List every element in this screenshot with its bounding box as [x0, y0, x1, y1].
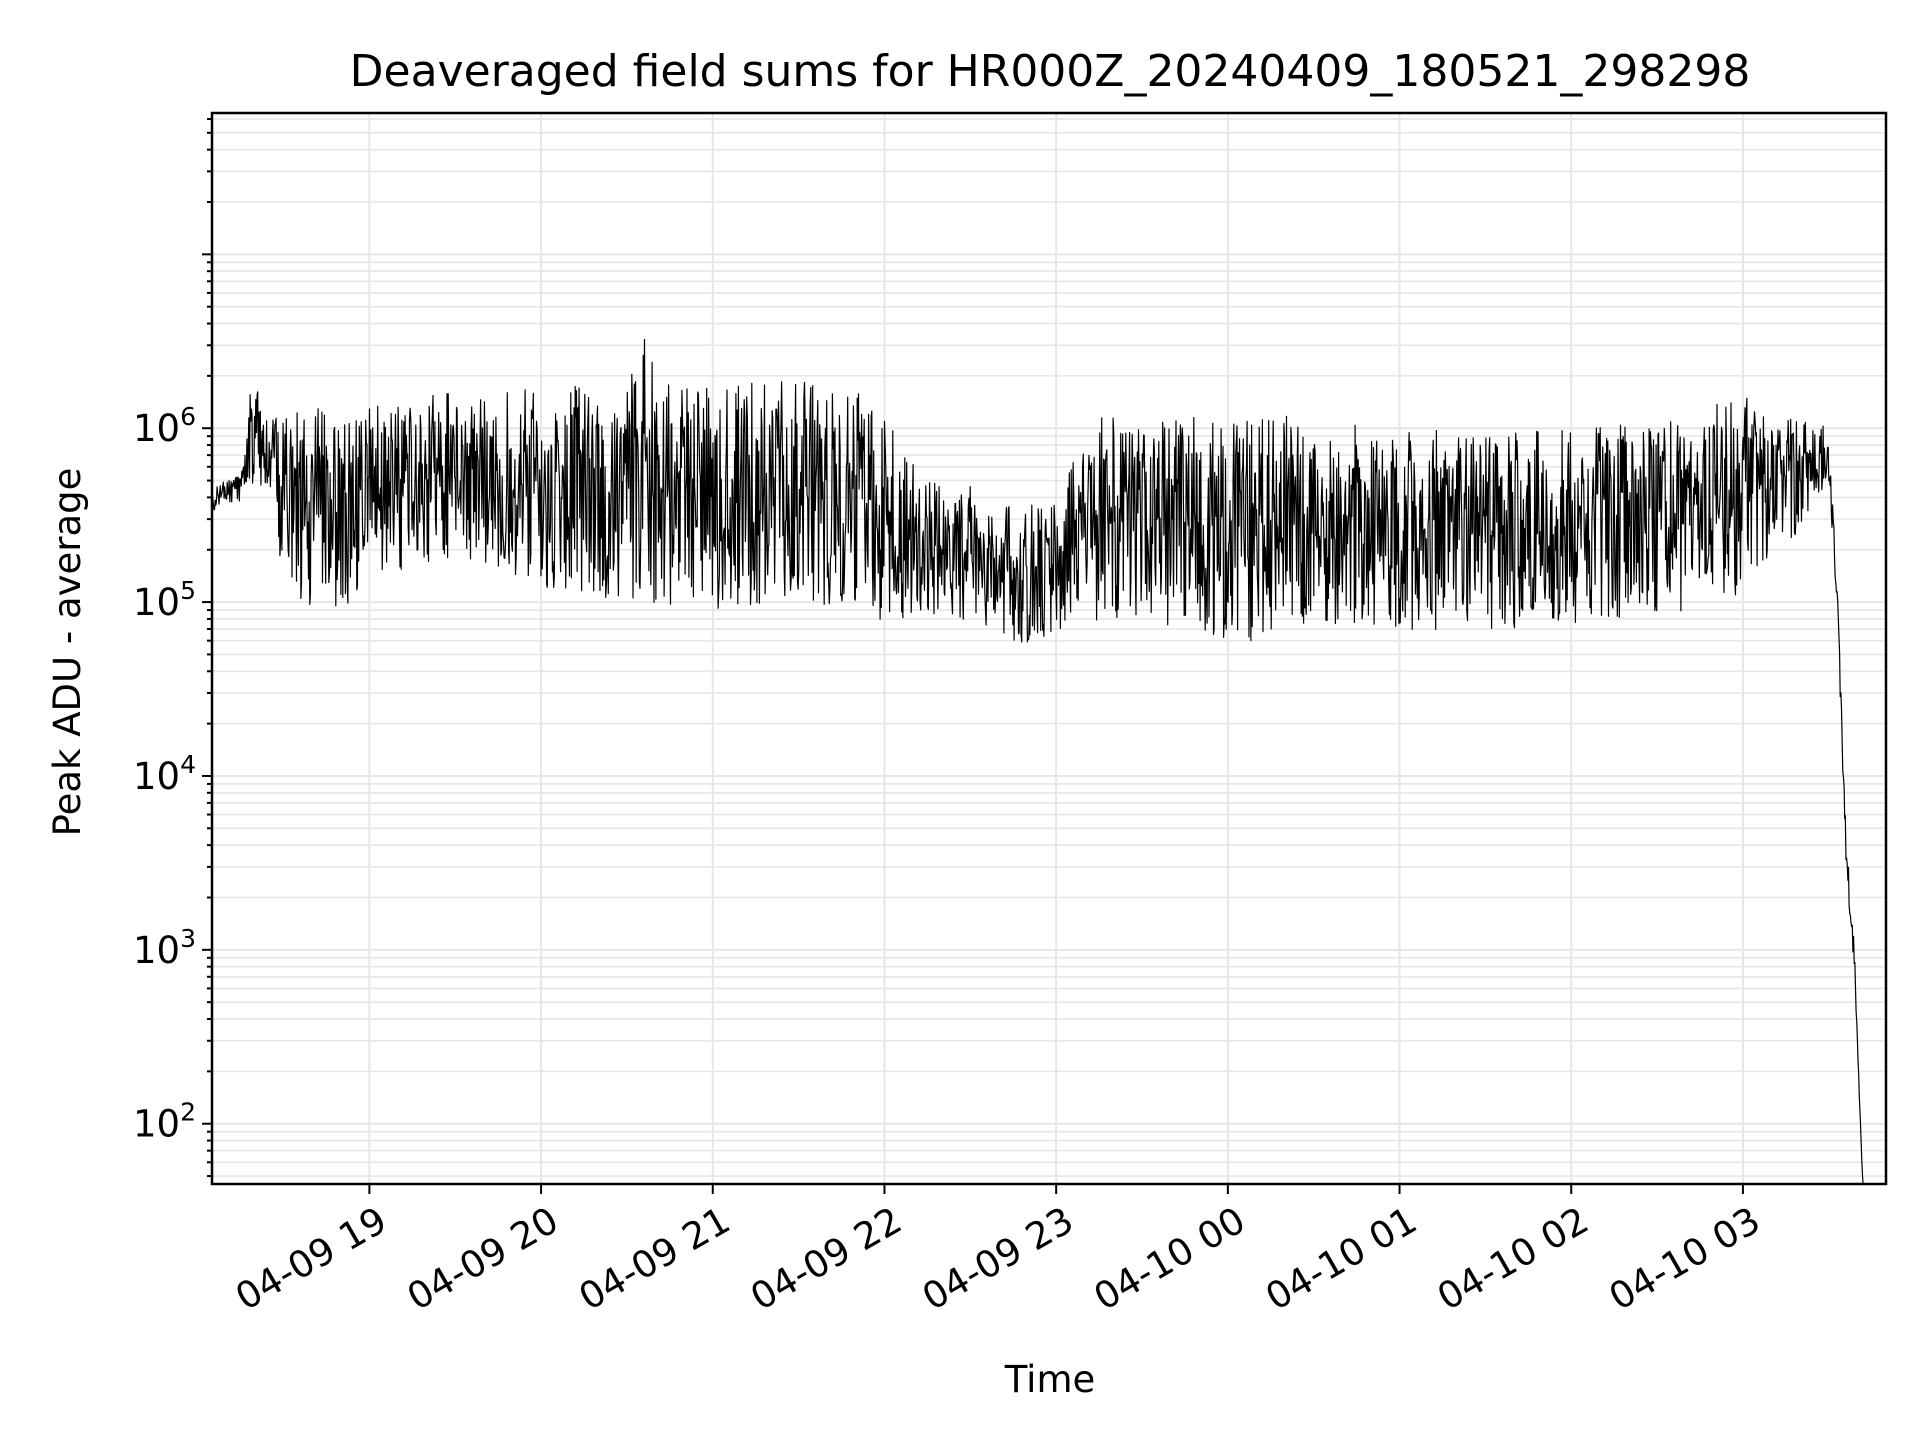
y-axis-label: Peak ADU - average: [46, 468, 89, 837]
y-tick-label: 106: [133, 402, 196, 450]
series-line: [211, 338, 1864, 1185]
y-tick-exponent: 2: [180, 1098, 196, 1127]
y-tick-base: 10: [133, 581, 180, 624]
y-tick-exponent: 5: [180, 576, 196, 605]
y-tick-base: 10: [133, 755, 180, 798]
y-tick-label: 103: [133, 924, 196, 972]
chart-title: Deaveraged field sums for HR000Z_2024040…: [350, 46, 1751, 97]
y-tick-label: 102: [133, 1098, 196, 1146]
y-tick-base: 10: [133, 929, 180, 972]
data-series: [211, 338, 1864, 1185]
y-tick-base: 10: [133, 407, 180, 450]
plot-area-frame: [210, 111, 1888, 1186]
y-tick-label: 104: [133, 750, 196, 798]
y-tick-exponent: 6: [180, 402, 196, 431]
y-tick-exponent: 3: [180, 924, 196, 953]
y-tick-base: 10: [133, 1103, 180, 1146]
y-tick-label: 105: [133, 576, 196, 624]
y-tick-exponent: 4: [180, 750, 196, 779]
x-axis-label: Time: [1004, 1358, 1096, 1401]
